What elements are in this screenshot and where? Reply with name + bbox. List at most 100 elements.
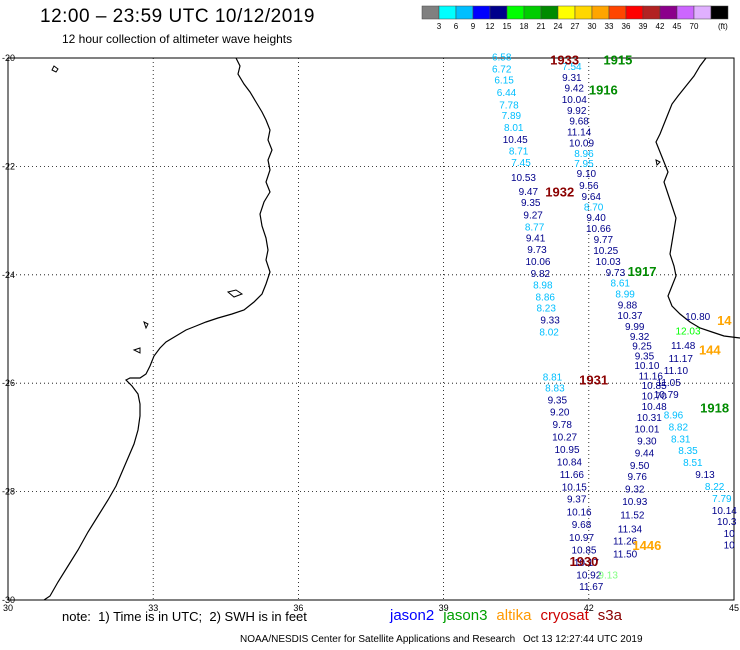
swh-value: 11.34 xyxy=(618,524,643,535)
swh-value: 10.10 xyxy=(634,361,659,372)
coastlines xyxy=(43,57,740,601)
swh-value: 7.95 xyxy=(574,159,594,170)
lat-tick-label: -20 xyxy=(2,53,15,63)
swh-value: 11.16 xyxy=(639,371,664,382)
swh-value: 8.77 xyxy=(525,222,545,233)
scale-unit: (ft) xyxy=(718,22,728,31)
swh-value: 6.58 xyxy=(492,53,512,64)
swh-value: 11.52 xyxy=(620,511,645,522)
swh-value: 8.81 xyxy=(543,372,563,383)
swh-value: 9.50 xyxy=(630,461,650,472)
pass-labels: 1933 1915 1916 1932 1917 14 144 1931 1918 1446 193… xyxy=(545,53,732,569)
scale-swatch xyxy=(574,5,593,20)
swh-value: 8.70 xyxy=(584,202,604,213)
swh-value: 10.66 xyxy=(586,224,611,235)
map-title: 12:00 – 23:59 UTC 10/12/2019 xyxy=(40,6,315,27)
pass-id-label: 1930 xyxy=(569,554,598,569)
credit-text: NOAA/NESDIS Center for Satellite Applica… xyxy=(240,634,516,645)
swh-value: 8.99 xyxy=(615,290,635,301)
swh-value: 7.79 xyxy=(712,494,732,505)
scale-swatch xyxy=(421,5,440,20)
swh-value: 9.13 xyxy=(695,470,715,481)
swh-value: 10.79 xyxy=(654,390,679,401)
swh-value: 10.45 xyxy=(503,135,528,146)
swh-value: 10.53 xyxy=(511,173,536,184)
scale-swatch xyxy=(489,5,508,20)
swh-value: 9.68 xyxy=(572,520,592,531)
swh-value: 8.96 xyxy=(664,410,684,421)
legend-jason2: jason2 xyxy=(390,607,435,624)
swh-value: 9.13 xyxy=(598,570,618,581)
scale-label: 30 xyxy=(588,22,597,31)
swh-value: 11.50 xyxy=(613,550,638,561)
swh-value: 9.77 xyxy=(594,235,614,246)
swh-value: 11.17 xyxy=(669,354,694,365)
swh-value: 10.15 xyxy=(562,483,587,494)
coast-islet xyxy=(51,65,59,73)
swh-value: 10.84 xyxy=(557,458,582,469)
legend-cryosat: cryosat xyxy=(540,607,589,624)
swh-value: 10.14 xyxy=(712,506,737,517)
swh-value: 9.20 xyxy=(550,408,570,419)
pass-id-label: 1915 xyxy=(603,53,632,68)
pass-id-label: 144 xyxy=(699,343,721,358)
swh-value: 10.37 xyxy=(617,311,642,322)
swh-value: 9.41 xyxy=(526,234,546,245)
wave-height-labels: 6.586.726.15 6.447.787.898.0110.458.717.4… xyxy=(492,53,737,594)
scale-swatch xyxy=(540,5,559,20)
swh-value: 6.72 xyxy=(492,65,512,76)
swh-value: 9.56 xyxy=(579,181,599,192)
swh-value: 10.95 xyxy=(555,445,580,456)
swh-value: 9.73 xyxy=(527,245,547,256)
swh-value: 10.93 xyxy=(622,497,647,508)
swh-value: 10.48 xyxy=(642,402,667,413)
swh-value: 8.86 xyxy=(536,292,556,303)
swh-value: 10.3 xyxy=(717,517,737,528)
swh-value: 9.31 xyxy=(562,73,582,84)
pass-id-label: 14 xyxy=(717,313,732,328)
swh-value: 8.35 xyxy=(678,446,698,457)
swh-value: 9.35 xyxy=(635,351,655,362)
scale-label: 33 xyxy=(605,22,614,31)
scale-label: 36 xyxy=(622,22,631,31)
swh-value: 8.01 xyxy=(504,123,524,134)
swh-value: 11.66 xyxy=(560,470,585,481)
scale-swatch xyxy=(659,5,678,20)
swh-value: 10.01 xyxy=(634,425,659,436)
legend-jason3: jason3 xyxy=(443,607,488,624)
map-grid: 30 33 36 39 42 45 -20 -22 -24 -26 -28 -30 xyxy=(2,53,739,613)
lon-tick-label: 42 xyxy=(584,603,594,613)
scale-swatch xyxy=(591,5,610,20)
lat-tick-label: -28 xyxy=(2,487,15,497)
swh-value: 11.26 xyxy=(613,537,638,548)
scale-label: 6 xyxy=(454,22,459,31)
pass-id-label: 1933 xyxy=(550,53,579,68)
swh-value: 6.15 xyxy=(494,75,514,86)
lon-tick-label: 33 xyxy=(148,603,158,613)
units-note: note: 1) Time is in UTC; 2) SWH is in fe… xyxy=(62,609,307,624)
swh-value: 9.47 xyxy=(519,187,539,198)
scale-swatch xyxy=(455,5,474,20)
swh-value: 9.88 xyxy=(618,300,638,311)
swh-value: 10.92 xyxy=(576,570,601,581)
swh-value: 7.54 xyxy=(562,62,582,73)
scale-label: 3 xyxy=(437,22,442,31)
swh-value: 9.92 xyxy=(567,106,587,117)
scale-label: 9 xyxy=(471,22,476,31)
swh-value: 10.06 xyxy=(525,257,550,268)
scale-label: 45 xyxy=(673,22,682,31)
swh-value: 9.42 xyxy=(565,84,585,95)
swh-value: 8.98 xyxy=(533,280,553,291)
swh-value: 10.17 xyxy=(574,558,599,569)
swh-value: 9.37 xyxy=(567,494,587,505)
swh-value: 10.31 xyxy=(637,413,662,424)
scale-label: 24 xyxy=(554,22,563,31)
swh-value: 9.10 xyxy=(577,169,597,180)
swh-value: 10.09 xyxy=(569,138,594,149)
swh-value: 8.31 xyxy=(671,434,691,445)
swh-value: 10.27 xyxy=(552,433,577,444)
swh-value: 10.85 xyxy=(642,381,667,392)
legend-altika: altika xyxy=(496,607,532,624)
swh-value: 8.71 xyxy=(509,146,529,157)
